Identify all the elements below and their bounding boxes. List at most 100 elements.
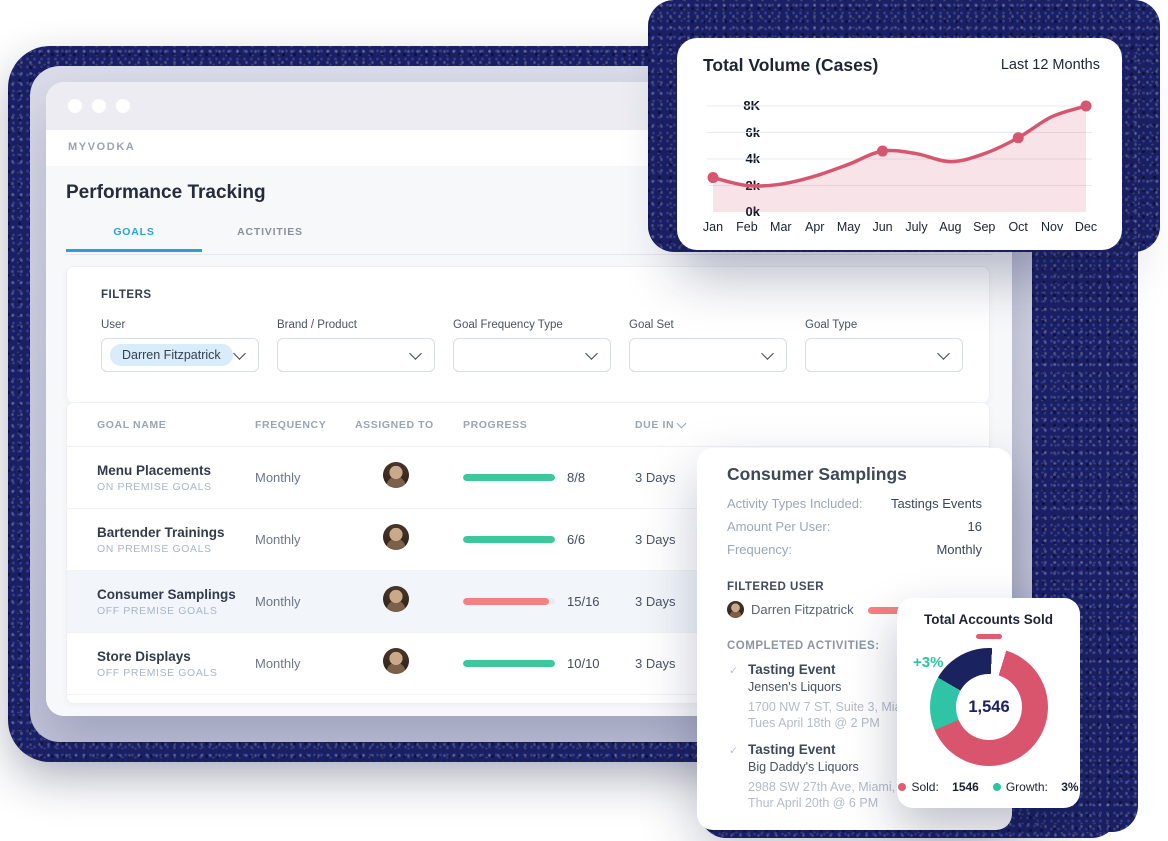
filter-label: Goal Set — [629, 319, 674, 331]
progress-fill — [463, 536, 555, 543]
detail-row: Activity Types Included: Tastings Events — [727, 496, 982, 511]
legend-item: Growth: 3% — [992, 780, 1079, 794]
goal-category: ON PREMISE GOALS — [97, 480, 212, 493]
goal-frequency: Monthly — [255, 470, 301, 485]
chevron-down-icon — [761, 347, 774, 360]
column-frequency: FREQUENCY — [255, 418, 327, 431]
detail-row: Amount Per User: 16 — [727, 519, 982, 534]
avatar — [383, 586, 409, 612]
filtered-user-heading: FILTERED USER — [727, 581, 825, 593]
filter-field-goal-frequency-type: Goal Frequency Type — [453, 319, 611, 372]
avatar — [383, 648, 409, 674]
chevron-down-icon — [409, 347, 422, 360]
tab-activities[interactable]: ACTIVITIES — [237, 226, 303, 238]
growth-callout: +3% — [913, 654, 944, 671]
title-underline-dash — [975, 634, 1002, 639]
legend-value: 3% — [1061, 780, 1079, 794]
check-icon: ✓ — [729, 745, 739, 757]
volume-chart-svg — [707, 100, 1092, 212]
goal-frequency: Monthly — [255, 594, 301, 609]
x-axis-tick: Jan — [702, 220, 724, 234]
activity-datetime: Tues April 18th @ 2 PM — [748, 716, 880, 730]
completed-activities-heading: COMPLETED ACTIVITIES: — [727, 640, 880, 652]
data-point-jun[interactable] — [877, 145, 889, 157]
window-control-dot[interactable] — [68, 99, 82, 113]
progress-track — [463, 474, 555, 481]
goal-name: Bartender Trainings — [97, 524, 225, 540]
filter-field-brand-product: Brand / Product — [277, 319, 435, 372]
x-axis-tick: Mar — [770, 220, 792, 234]
accounts-donut-chart: 1,546 — [930, 648, 1048, 766]
data-point-oct[interactable] — [1012, 132, 1024, 144]
assigned-to-cell — [355, 648, 463, 679]
x-axis-tick: May — [836, 220, 861, 234]
legend-item: Sold: 1546 — [898, 780, 979, 794]
avatar — [383, 524, 409, 550]
progress-cell: 6/6 — [463, 532, 635, 547]
total-volume-range-label: Last 12 Months — [1000, 57, 1100, 73]
filter-dropdown[interactable]: Darren Fitzpatrick — [101, 338, 259, 372]
filter-selected-value[interactable]: Darren Fitzpatrick — [110, 344, 233, 366]
goals-table-header: GOAL NAME FREQUENCY ASSIGNED TO PROGRESS… — [67, 403, 989, 447]
progress-track — [463, 536, 555, 543]
chevron-down-icon — [937, 347, 950, 360]
detail-value: 16 — [967, 519, 982, 534]
activity-datetime: Thur April 20th @ 6 PM — [748, 796, 879, 810]
data-point-jan[interactable] — [707, 172, 719, 184]
progress-track — [463, 598, 555, 605]
total-volume-card: Total Volume (Cases) Last 12 Months 8K 6k… — [677, 38, 1122, 250]
filter-dropdown[interactable] — [629, 338, 787, 372]
column-due-in-label: DUE IN — [635, 418, 675, 431]
completed-activity-item: ✓ Tasting Event Big Daddy's Liquors 2988… — [727, 742, 997, 810]
filter-dropdown[interactable] — [277, 338, 435, 372]
filter-field-user: User Darren Fitzpatrick — [101, 319, 259, 372]
x-axis-tick: Jun — [872, 220, 893, 234]
window-control-dot[interactable] — [92, 99, 106, 113]
window-control-dot[interactable] — [116, 99, 130, 113]
activity-title: Tasting Event — [748, 662, 836, 677]
goal-frequency: Monthly — [255, 656, 301, 671]
progress-label: 10/10 — [567, 656, 600, 671]
goal-category: OFF PREMISE GOALS — [97, 666, 218, 679]
filter-field-goal-set: Goal Set — [629, 319, 787, 372]
filter-label: User — [101, 319, 126, 331]
detail-value: Monthly — [936, 542, 982, 557]
detail-label: Frequency: — [727, 542, 793, 557]
brand-logo: MYVODKA — [68, 141, 136, 153]
x-axis-tick: Dec — [1074, 220, 1098, 234]
y-axis-tick: 0k — [730, 204, 760, 219]
legend-label: Growth: — [1005, 780, 1048, 794]
x-axis-tick: July — [905, 220, 928, 234]
progress-fill — [463, 598, 550, 605]
filter-dropdown[interactable] — [805, 338, 963, 372]
volume-line-chart — [707, 98, 1092, 218]
total-volume-title: Total Volume (Cases) — [703, 55, 879, 75]
progress-cell: 10/10 — [463, 656, 635, 671]
activity-address: 1700 NW 7 ST, Suite 3, Miam — [748, 700, 912, 714]
progress-label: 8/8 — [567, 470, 586, 485]
activity-venue: Jensen's Liquors — [748, 680, 842, 694]
activity-title: Tasting Event — [748, 742, 836, 757]
progress-label: 6/6 — [567, 532, 586, 547]
data-point-dec[interactable] — [1080, 100, 1092, 112]
column-due-in[interactable]: DUE IN — [635, 418, 727, 431]
filter-dropdown[interactable] — [453, 338, 611, 372]
goal-name-cell: Bartender Trainings ON PREMISE GOALS — [97, 525, 255, 555]
x-axis-tick: Aug — [939, 220, 962, 234]
filters-panel: FILTERS User Darren Fitzpatrick Brand / … — [66, 266, 990, 404]
goal-due: 3 Days — [635, 656, 676, 671]
legend-value: 1546 — [952, 780, 979, 794]
filtered-user-row: Darren Fitzpatrick — [727, 601, 854, 618]
filters-heading: FILTERS — [101, 289, 152, 301]
detail-label: Amount Per User: — [727, 519, 831, 534]
assigned-to-cell — [355, 586, 463, 617]
completed-activity-item: ✓ Tasting Event Jensen's Liquors 1700 NW… — [727, 662, 997, 730]
tab-goals[interactable]: GOALS — [66, 218, 202, 252]
donut-center-value: 1,546 — [968, 697, 1010, 716]
goal-category: ON PREMISE GOALS — [97, 542, 212, 555]
chevron-down-icon — [233, 347, 246, 360]
check-icon: ✓ — [729, 665, 739, 677]
chevron-down-icon — [585, 347, 598, 360]
progress-label: 15/16 — [567, 594, 600, 609]
